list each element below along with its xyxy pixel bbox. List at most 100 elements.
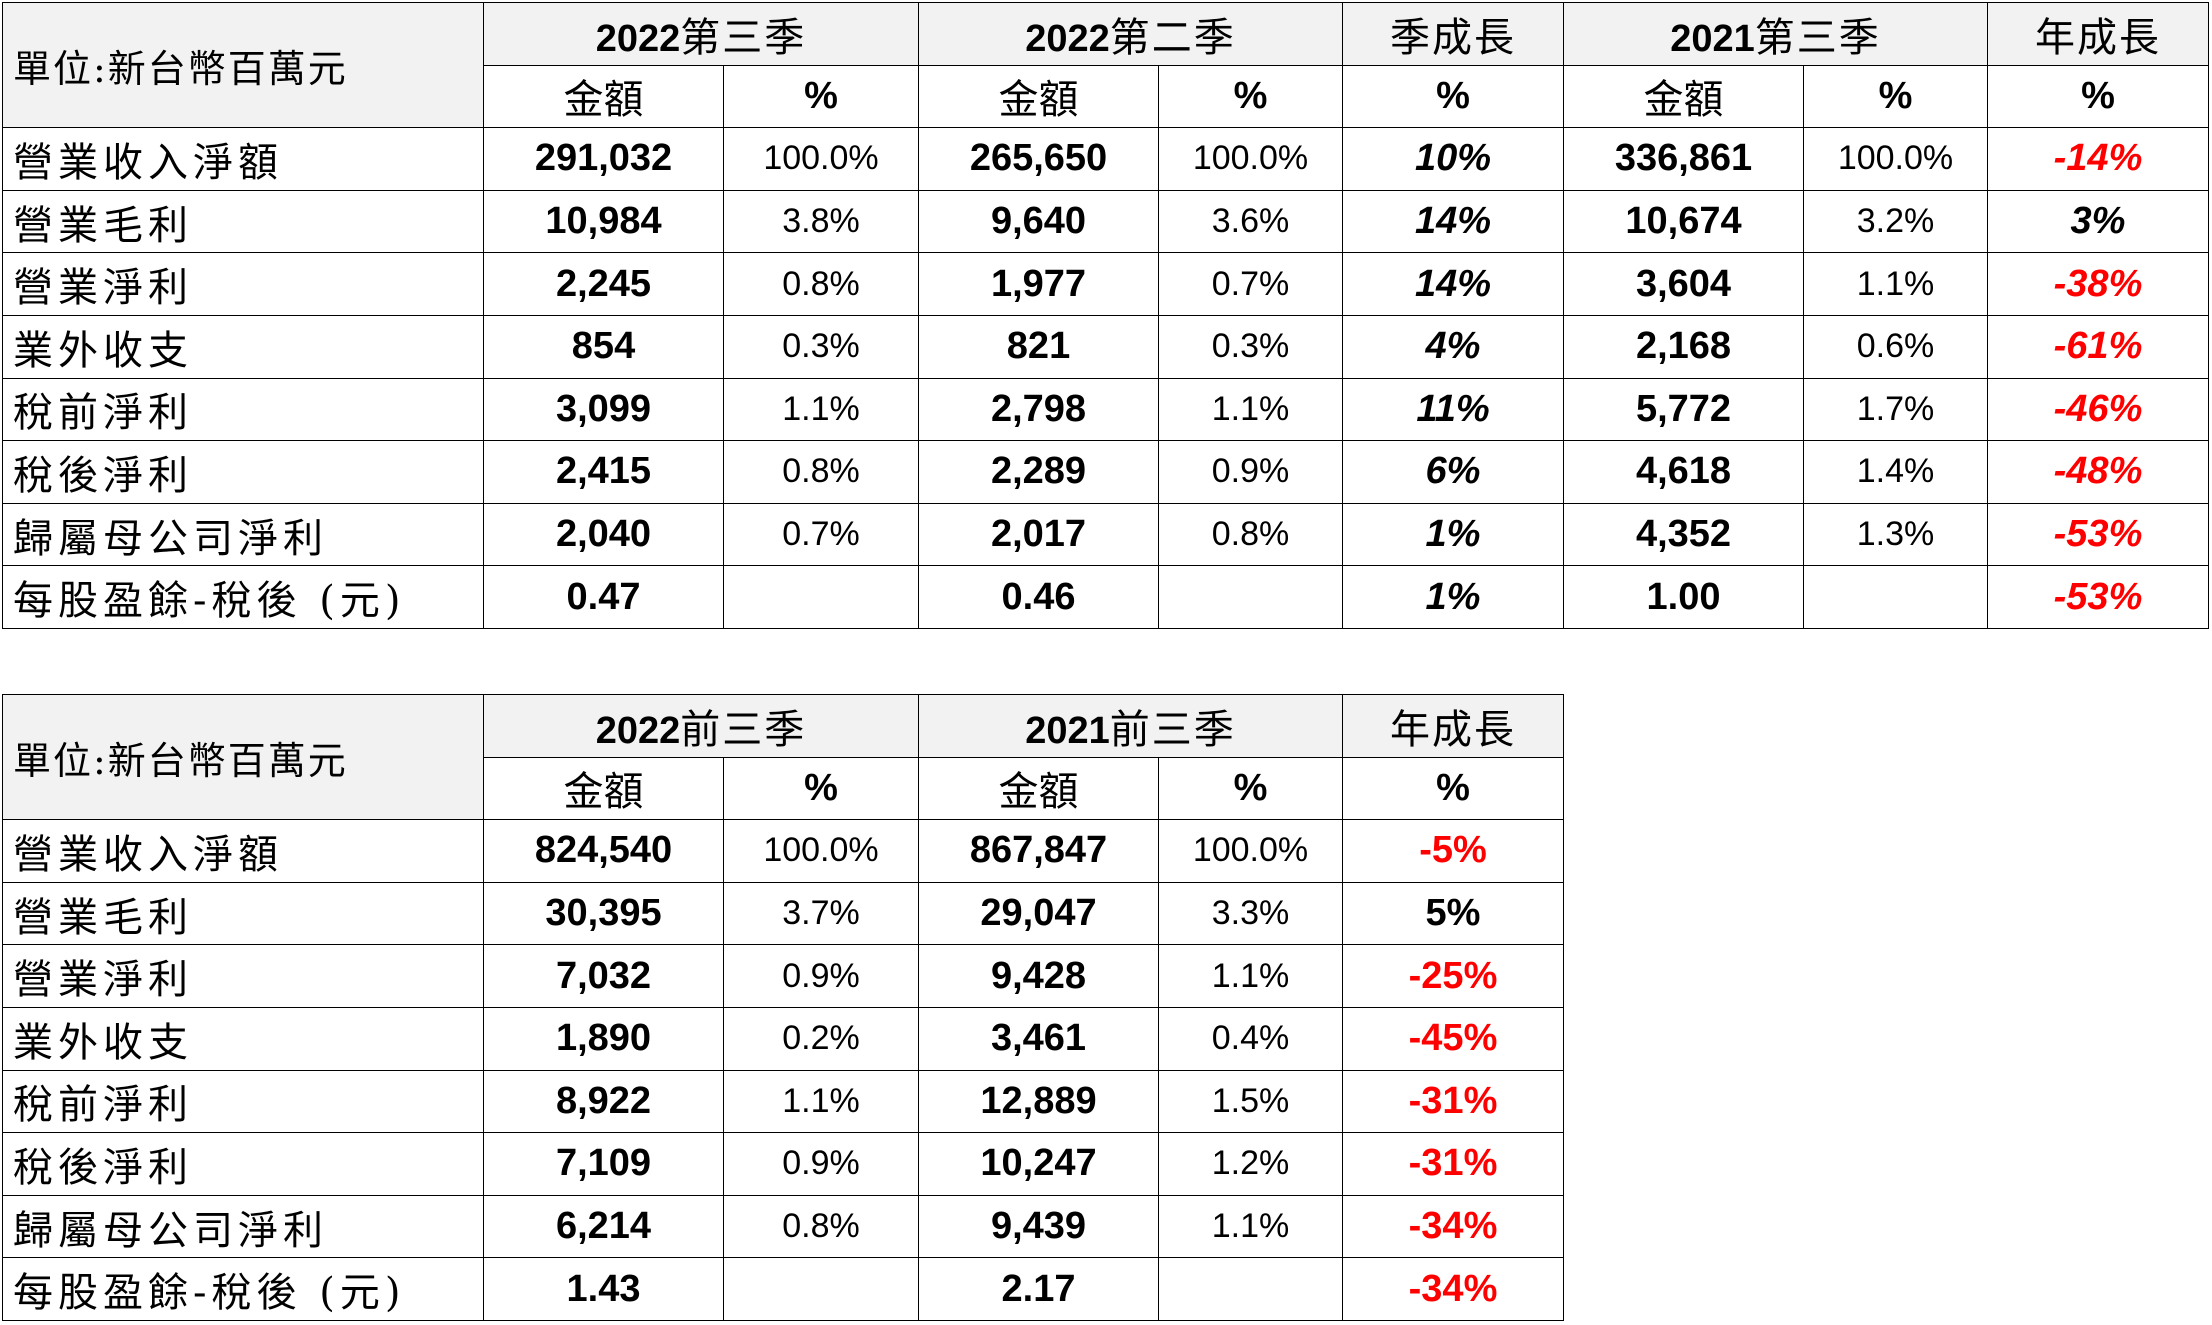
row-label: 每股盈餘-稅後 (元): [2, 1257, 484, 1321]
percent-cell: 0.9%: [1158, 440, 1343, 504]
amount-cell: 10,984: [483, 189, 724, 254]
percent-cell: 3.7%: [723, 881, 919, 946]
table-row: 業外收支 1,890 0.2% 3,461 0.4% -45%: [2, 1006, 1564, 1071]
amount-cell: 29,047: [918, 881, 1159, 946]
group-header: 季成長: [1342, 2, 1564, 66]
group-header: 2021前三季: [918, 694, 1343, 758]
row-label: 營業收入淨額: [2, 819, 484, 883]
table-row: 營業收入淨額 291,032 100.0% 265,650 100.0% 10% 336,8…: [2, 127, 2209, 191]
percent-cell: 1.1%: [1803, 252, 1988, 316]
amount-cell: 4,352: [1563, 502, 1804, 567]
percent-cell: [723, 1257, 919, 1321]
amount-cell: 1,890: [483, 1006, 724, 1071]
percent-cell: 0.3%: [1158, 314, 1343, 379]
sub-header: %: [1342, 64, 1564, 129]
row-label: 歸屬母公司淨利: [2, 1194, 484, 1259]
percent-cell: 0.8%: [1158, 502, 1343, 567]
amount-cell: 4,618: [1563, 440, 1804, 504]
table-row: 業外收支 854 0.3% 821 0.3% 4% 2,168 0.6% -61%: [2, 314, 2209, 379]
amount-cell: 1.43: [483, 1257, 724, 1321]
sub-header: %: [1342, 756, 1564, 821]
percent-cell: [1158, 1257, 1343, 1321]
amount-cell: 2,798: [918, 377, 1159, 442]
row-label: 營業收入淨額: [2, 127, 484, 191]
yoy-growth-cell: -5%: [1342, 819, 1564, 883]
amount-cell: 9,428: [918, 944, 1159, 1008]
sub-header: %: [1158, 64, 1343, 129]
sub-header: %: [723, 64, 919, 129]
amount-cell: 867,847: [918, 819, 1159, 883]
percent-cell: 0.7%: [723, 502, 919, 567]
amount-cell: 0.47: [483, 565, 724, 629]
yoy-growth-cell: -53%: [1987, 502, 2209, 567]
amount-cell: 821: [918, 314, 1159, 379]
percent-cell: 1.1%: [723, 1069, 919, 1134]
amount-cell: 336,861: [1563, 127, 1804, 191]
table-row: 歸屬母公司淨利 6,214 0.8% 9,439 1.1% -34%: [2, 1194, 1564, 1259]
table-row: 營業收入淨額 824,540 100.0% 867,847 100.0% -5%: [2, 819, 1564, 883]
row-label: 業外收支: [2, 1006, 484, 1071]
row-label: 營業淨利: [2, 944, 484, 1008]
amount-cell: 2,415: [483, 440, 724, 504]
percent-cell: 0.8%: [723, 1194, 919, 1259]
table-row: 稅前淨利 8,922 1.1% 12,889 1.5% -31%: [2, 1069, 1564, 1134]
yoy-growth-cell: 3%: [1987, 189, 2209, 254]
percent-cell: 100.0%: [1158, 127, 1343, 191]
yoy-growth-cell: -34%: [1342, 1257, 1564, 1321]
group-header: 2021第三季: [1563, 2, 1988, 66]
amount-cell: 7,109: [483, 1132, 724, 1196]
table-row: 營業淨利 2,245 0.8% 1,977 0.7% 14% 3,604 1.1% -38%: [2, 252, 2209, 316]
amount-cell: 2,017: [918, 502, 1159, 567]
amount-cell: 1,977: [918, 252, 1159, 316]
amount-cell: 12,889: [918, 1069, 1159, 1134]
amount-cell: 5,772: [1563, 377, 1804, 442]
percent-cell: 3.3%: [1158, 881, 1343, 946]
table-row: 營業淨利 7,032 0.9% 9,428 1.1% -25%: [2, 944, 1564, 1008]
qoq-growth-cell: 4%: [1342, 314, 1564, 379]
percent-cell: 0.8%: [723, 252, 919, 316]
row-label: 營業淨利: [2, 252, 484, 316]
qoq-growth-cell: 10%: [1342, 127, 1564, 191]
row-label: 營業毛利: [2, 189, 484, 254]
table-row: 每股盈餘-稅後 (元) 1.43 2.17 -34%: [2, 1257, 1564, 1321]
table-row: 歸屬母公司淨利 2,040 0.7% 2,017 0.8% 1% 4,352 1.3% -53%: [2, 502, 2209, 567]
amount-cell: 3,604: [1563, 252, 1804, 316]
amount-cell: 2,168: [1563, 314, 1804, 379]
amount-cell: 824,540: [483, 819, 724, 883]
unit-label: 單位:新台幣百萬元: [2, 1, 484, 129]
percent-cell: 1.1%: [723, 377, 919, 442]
row-label: 稅前淨利: [2, 377, 484, 442]
table-row: 營業毛利 30,395 3.7% 29,047 3.3% 5%: [2, 881, 1564, 946]
table-row: 每股盈餘-稅後 (元) 0.47 0.46 1% 1.00 -53%: [2, 565, 2209, 629]
sub-header: %: [723, 756, 919, 821]
amount-cell: 10,247: [918, 1132, 1159, 1196]
amount-cell: 0.46: [918, 565, 1159, 629]
percent-cell: 100.0%: [1158, 819, 1343, 883]
amount-cell: 9,640: [918, 189, 1159, 254]
qoq-growth-cell: 14%: [1342, 189, 1564, 254]
percent-cell: 3.2%: [1803, 189, 1988, 254]
row-label: 稅後淨利: [2, 440, 484, 504]
qoq-growth-cell: 6%: [1342, 440, 1564, 504]
row-label: 每股盈餘-稅後 (元): [2, 565, 484, 629]
percent-cell: 100.0%: [723, 127, 919, 191]
percent-cell: 100.0%: [723, 819, 919, 883]
qoq-growth-cell: 1%: [1342, 502, 1564, 567]
percent-cell: 0.2%: [723, 1006, 919, 1071]
amount-cell: 265,650: [918, 127, 1159, 191]
table-row: 營業毛利 10,984 3.8% 9,640 3.6% 14% 10,674 3.2% 3%: [2, 189, 2209, 254]
percent-cell: 3.8%: [723, 189, 919, 254]
sub-header: 金額: [483, 64, 724, 129]
sub-header: %: [1987, 64, 2209, 129]
amount-cell: 30,395: [483, 881, 724, 946]
row-label: 稅後淨利: [2, 1132, 484, 1196]
percent-cell: [723, 565, 919, 629]
table-row: 稅後淨利 2,415 0.8% 2,289 0.9% 6% 4,618 1.4% -48%: [2, 440, 2209, 504]
sub-header: 金額: [918, 64, 1159, 129]
percent-cell: 0.6%: [1803, 314, 1988, 379]
amount-cell: 2.17: [918, 1257, 1159, 1321]
yoy-growth-cell: -31%: [1342, 1069, 1564, 1134]
percent-cell: 1.7%: [1803, 377, 1988, 442]
amount-cell: 8,922: [483, 1069, 724, 1134]
percent-cell: 1.2%: [1158, 1132, 1343, 1196]
